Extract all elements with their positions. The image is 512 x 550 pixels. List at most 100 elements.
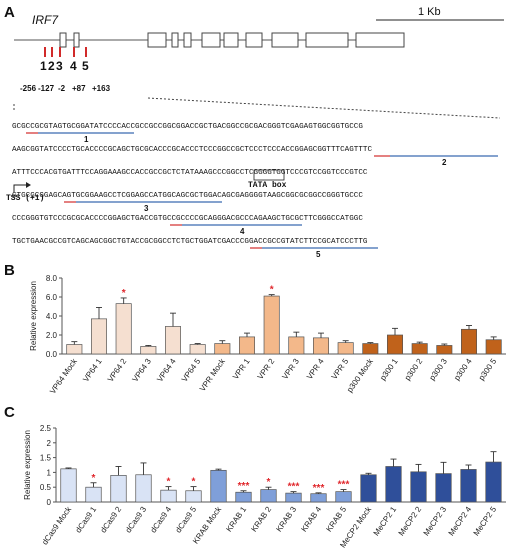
category-label: VP64 Mock (48, 356, 79, 395)
bar (189, 344, 206, 355)
bar (263, 295, 280, 355)
category-label: p300 4 (452, 357, 474, 383)
sequence-annotations (13, 132, 498, 249)
bar (115, 303, 132, 355)
category-label: MeCP2 4 (447, 505, 474, 538)
bar (239, 336, 255, 355)
y-tick-label: 4.0 (46, 312, 58, 321)
significance-marker: *** (313, 483, 325, 494)
tss-arrow (13, 184, 26, 192)
panel-letter-c: C (4, 404, 15, 421)
category-label: VP64 2 (106, 357, 129, 384)
exon-box (171, 32, 179, 48)
bar-chart-c: 0 0.5 1 1.5 2 2.5 Relative expression dCas9 Moc… (23, 424, 506, 549)
bar (185, 490, 202, 503)
category-label: MeCP2 5 (472, 505, 499, 538)
bar (313, 337, 329, 355)
tata-box-frame (253, 169, 285, 181)
position-label: +87 (72, 84, 86, 93)
bar (360, 474, 377, 503)
bar (210, 469, 227, 503)
significance-marker: * (267, 477, 271, 488)
category-label: VPR 1 (231, 357, 252, 382)
bar (160, 489, 177, 503)
bar (485, 339, 502, 355)
sgrna-label: 3 (144, 204, 149, 213)
category-label: KRAB 4 (299, 505, 323, 534)
category-label: VPR 4 (305, 357, 326, 382)
bar (110, 475, 127, 503)
zoom-connector (147, 97, 501, 119)
sequence-line: GCGCCGCGTAGTGCGGATATCCCCACCGCCGCCGGCGGAC… (12, 123, 363, 131)
sequence-line: CCCGGGTGTCCCGCGCACCCCGGAGCTGACCGTGCCGCCC… (12, 215, 363, 223)
tss-label: TSS (+1) (6, 194, 45, 203)
exon-box (223, 32, 239, 48)
y-axis-label: Relative expression (23, 430, 32, 500)
category-label: MeCP2 3 (422, 505, 449, 538)
bar (285, 492, 302, 503)
sequence-line: ATTTCCCACGTGATTTCCAGGAAAGCCACCGCCGCTCTAT… (12, 169, 368, 177)
exon-box (245, 32, 263, 48)
exon-box (59, 32, 67, 48)
bar (60, 468, 77, 503)
y-tick-label: 6.0 (46, 293, 58, 302)
y-tick-label: 0.0 (46, 350, 58, 359)
significance-marker: * (270, 285, 274, 296)
bar (135, 474, 152, 503)
significance-marker: * (167, 477, 171, 488)
significance-marker: * (122, 288, 126, 299)
bar (140, 346, 157, 355)
bar (461, 328, 477, 355)
category-label: dCas9 4 (149, 505, 174, 535)
category-label: dCas9 2 (99, 505, 124, 535)
bar (460, 469, 477, 503)
position-label: -256 (20, 84, 37, 93)
category-label: p300 5 (477, 357, 499, 383)
y-tick-label: 1 (47, 468, 52, 477)
tata-box-label: TATA box (248, 181, 287, 190)
bar (260, 489, 277, 503)
category-label: KRAB 2 (249, 505, 273, 534)
category-label: KRAB 3 (274, 505, 298, 534)
significance-marker: *** (288, 482, 300, 493)
category-label: dCas9 1 (74, 505, 99, 535)
position-label: -2 (58, 84, 66, 93)
category-label: dCas9 3 (124, 505, 149, 535)
bar (214, 343, 231, 355)
category-label: p300 2 (403, 357, 425, 383)
site-number: 1 (40, 59, 47, 73)
y-tick-label: 0.5 (40, 483, 52, 492)
exon-box (73, 32, 80, 48)
category-label: VP64 4 (155, 357, 178, 384)
category-label: MeCP2 1 (372, 505, 399, 538)
site-number: 2 (48, 59, 55, 73)
panel-letter-b: B (4, 262, 15, 279)
bar-chart-b: 0.0 2.0 4.0 6.0 8.0 Relative expression VP64 M… (29, 274, 506, 396)
sgrna-label: 2 (442, 158, 447, 167)
bar (436, 345, 453, 355)
bar (288, 336, 305, 355)
site-number: 3 (56, 59, 63, 73)
category-label: p300 3 (428, 357, 450, 383)
bar (362, 343, 379, 355)
tss-arrow-head (26, 182, 31, 188)
category-label: KRAB 5 (324, 505, 348, 534)
bar (385, 466, 402, 503)
site-number: 5 (82, 59, 89, 73)
y-tick-label: 2.5 (40, 424, 52, 433)
significance-marker: * (92, 473, 96, 484)
sequence-line: GTGCGCGGAGCAGTGCGGAAGCCTCGGAGCCATGGCAGCG… (12, 192, 363, 200)
category-label: p300 1 (378, 357, 400, 383)
position-label: +163 (92, 84, 111, 93)
bar (310, 493, 327, 503)
significance-marker: * (192, 477, 196, 488)
sgrna-label: 5 (316, 250, 321, 259)
y-axis-label: Relative expression (29, 281, 38, 351)
gene-structure-diagram (13, 19, 504, 119)
bar (337, 342, 354, 355)
category-label: KRAB 1 (224, 505, 248, 534)
bar (66, 344, 83, 355)
panel-letter-a: A (4, 4, 15, 21)
exon-box (271, 32, 299, 48)
category-label: MeCP2 2 (397, 505, 424, 538)
